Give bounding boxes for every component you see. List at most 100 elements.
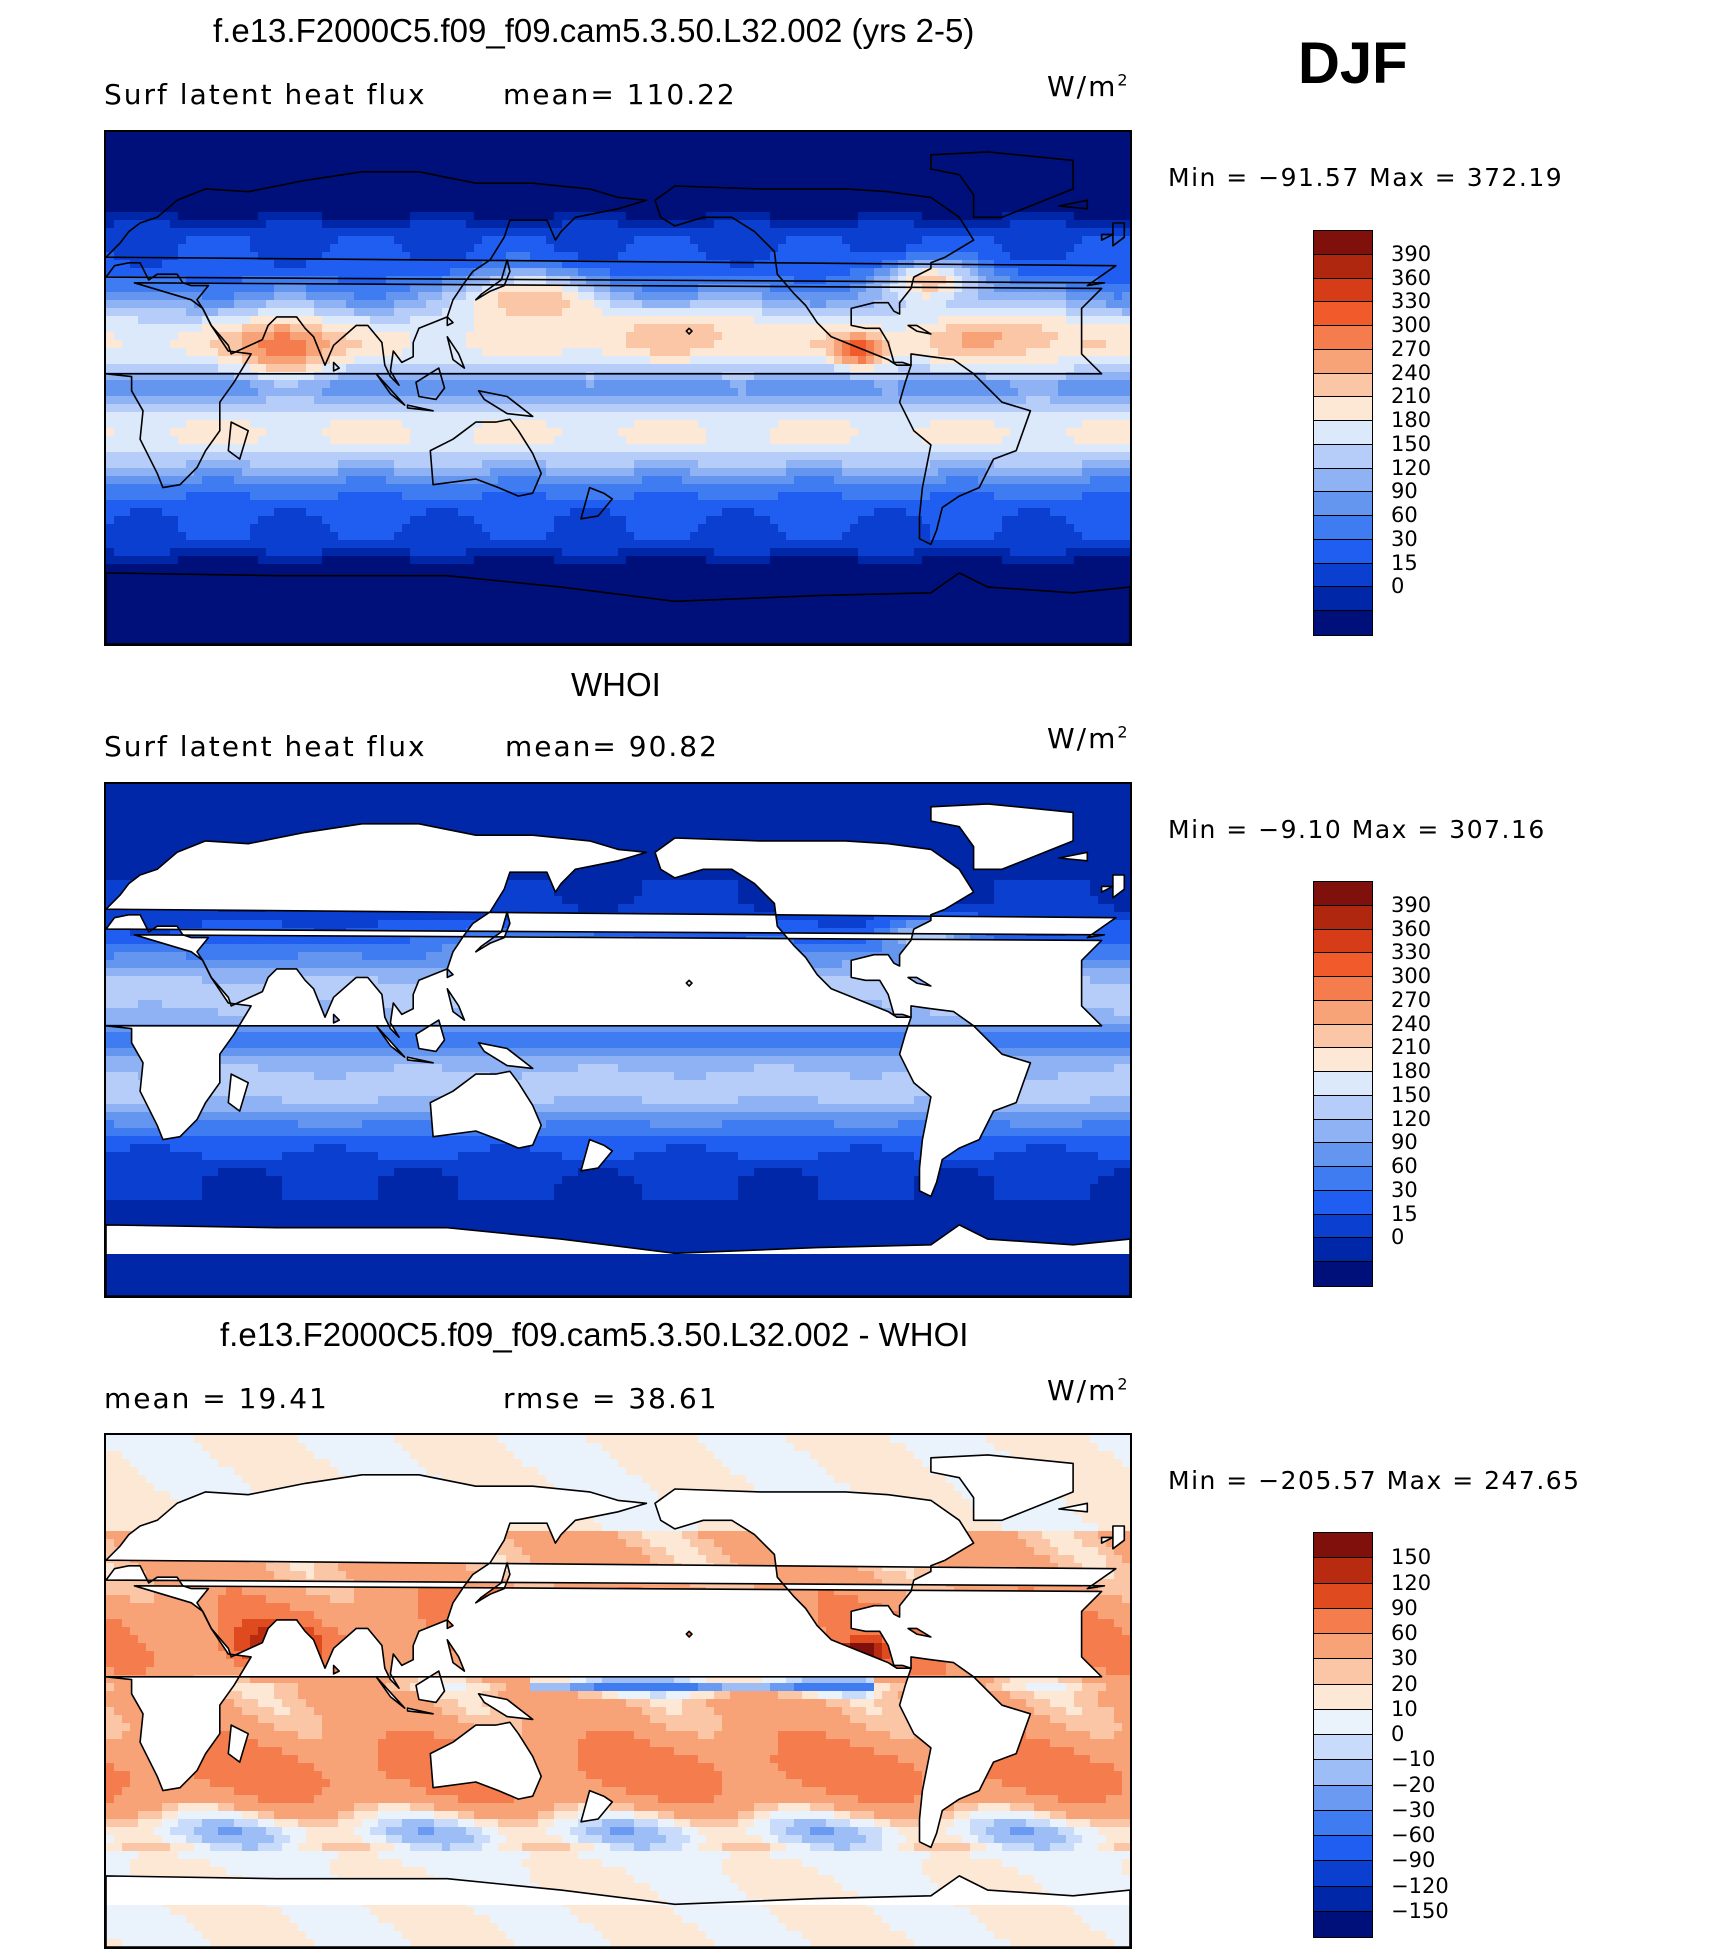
coastline [227,421,249,460]
panel2-colorbar [1313,881,1373,1287]
coastline [580,486,614,520]
colorbar-tick-label: 360 [1391,266,1431,290]
coastline [654,1488,975,1669]
colorbar-tick-label: 300 [1391,964,1431,988]
colorbar-tick-label: 120 [1391,1107,1431,1131]
panel3-title: f.e13.F2000C5.f09_f09.cam5.3.50.L32.002 … [220,1316,968,1354]
coastline [375,1676,406,1709]
coastline [375,373,406,406]
coastline [1058,851,1089,862]
colorbar-tick-label: 120 [1391,1571,1431,1595]
colorbar-segment [1314,587,1372,611]
colorbar-segment [1314,1238,1372,1262]
coastline [406,1707,434,1715]
coastline [446,336,466,369]
colorbar-tick-label: −30 [1391,1798,1435,1822]
colorbar-tick-label: 0 [1391,1722,1404,1746]
colorbar-tick-label: −90 [1391,1848,1435,1872]
colorbar-segment [1314,468,1372,493]
coastline [415,367,446,401]
colorbar-segment [1314,1785,1372,1811]
coastline [907,976,932,987]
panel2-units: W/m2 [1047,722,1130,755]
coastline [930,803,1074,871]
panel2-field-label: Surf latent heat flux [104,730,427,763]
colorbar-segment [1314,1659,1372,1685]
coastline [477,1693,534,1721]
coastline [106,823,1117,1038]
coastline [1100,233,1114,241]
coastline [415,1019,446,1053]
coastline [930,151,1074,219]
colorbar-segment [1314,1262,1372,1286]
colorbar-tick-label: 0 [1391,1225,1404,1249]
coastline [1112,1525,1126,1550]
colorbar-segment [1314,278,1372,303]
colorbar-segment [1314,1095,1372,1120]
colorbar-segment [1314,1709,1372,1735]
colorbar-segment [1314,1634,1372,1660]
colorbar-segment [1314,953,1372,977]
coastline-layer [106,803,1130,1296]
colorbar-segment [1314,1048,1372,1072]
colorbar-tick-label: −60 [1391,1823,1435,1847]
coastline [477,1042,534,1070]
colorbar-segment [1314,1911,1372,1937]
coastline [227,1073,249,1112]
coastline-layer [106,151,1130,644]
panel2-title: WHOI [571,666,661,704]
colorbar-segment [1314,1000,1372,1025]
colorbar-segment [1314,516,1372,540]
panel3-minmax: Min = −205.57 Max = 247.65 [1168,1466,1581,1495]
coastline [1100,885,1114,893]
colorbar-segment [1314,1861,1372,1887]
world-map [106,1435,1130,1947]
coastline [106,1875,1130,1947]
coastline [685,327,693,335]
coastline [415,1670,446,1704]
colorbar-tick-label: 210 [1391,1035,1431,1059]
colorbar-tick-label: 150 [1391,432,1431,456]
colorbar-segment [1314,326,1372,350]
panel2-map [104,782,1132,1298]
panel3-colorbar [1313,1532,1373,1938]
colorbar-segment [1314,444,1372,469]
colorbar-segment [1314,1608,1372,1634]
colorbar-tick-label: 30 [1391,1178,1418,1202]
coastline [429,1070,542,1149]
coastline [106,1585,1103,1792]
coastline [446,1639,466,1672]
colorbar-tick-label: 15 [1391,1202,1418,1226]
panel2-minmax: Min = −9.10 Max = 307.16 [1168,815,1546,844]
coastline [406,1056,434,1064]
colorbar-segment [1314,929,1372,954]
coastline [907,1627,932,1638]
colorbar-segment [1314,977,1372,1001]
coastline [332,1013,340,1024]
world-map [106,784,1130,1296]
coastline [375,1025,406,1058]
coastline [1112,222,1126,247]
colorbar-tick-label: 180 [1391,408,1431,432]
coastline [907,324,932,335]
colorbar-segment [1314,1810,1372,1836]
colorbar-segment [1314,421,1372,445]
colorbar-tick-label: 60 [1391,503,1418,527]
coastline [227,1724,249,1763]
panel3-rmse-label: rmse = 38.61 [503,1382,719,1415]
colorbar-segment [1314,1583,1372,1609]
colorbar-segment [1314,1558,1372,1584]
colorbar-tick-label: 20 [1391,1672,1418,1696]
coastline [446,1619,454,1630]
coastline [654,185,975,366]
coastline [898,1656,1032,1849]
colorbar-segment [1314,1886,1372,1912]
colorbar-segment [1314,349,1372,374]
coastline [106,171,1117,386]
colorbar-tick-label: 240 [1391,361,1431,385]
coastline [446,316,454,327]
coastline [1058,199,1089,210]
colorbar-tick-label: 300 [1391,313,1431,337]
coastline [106,282,1103,489]
panel1-field-label: Surf latent heat flux [104,78,427,111]
